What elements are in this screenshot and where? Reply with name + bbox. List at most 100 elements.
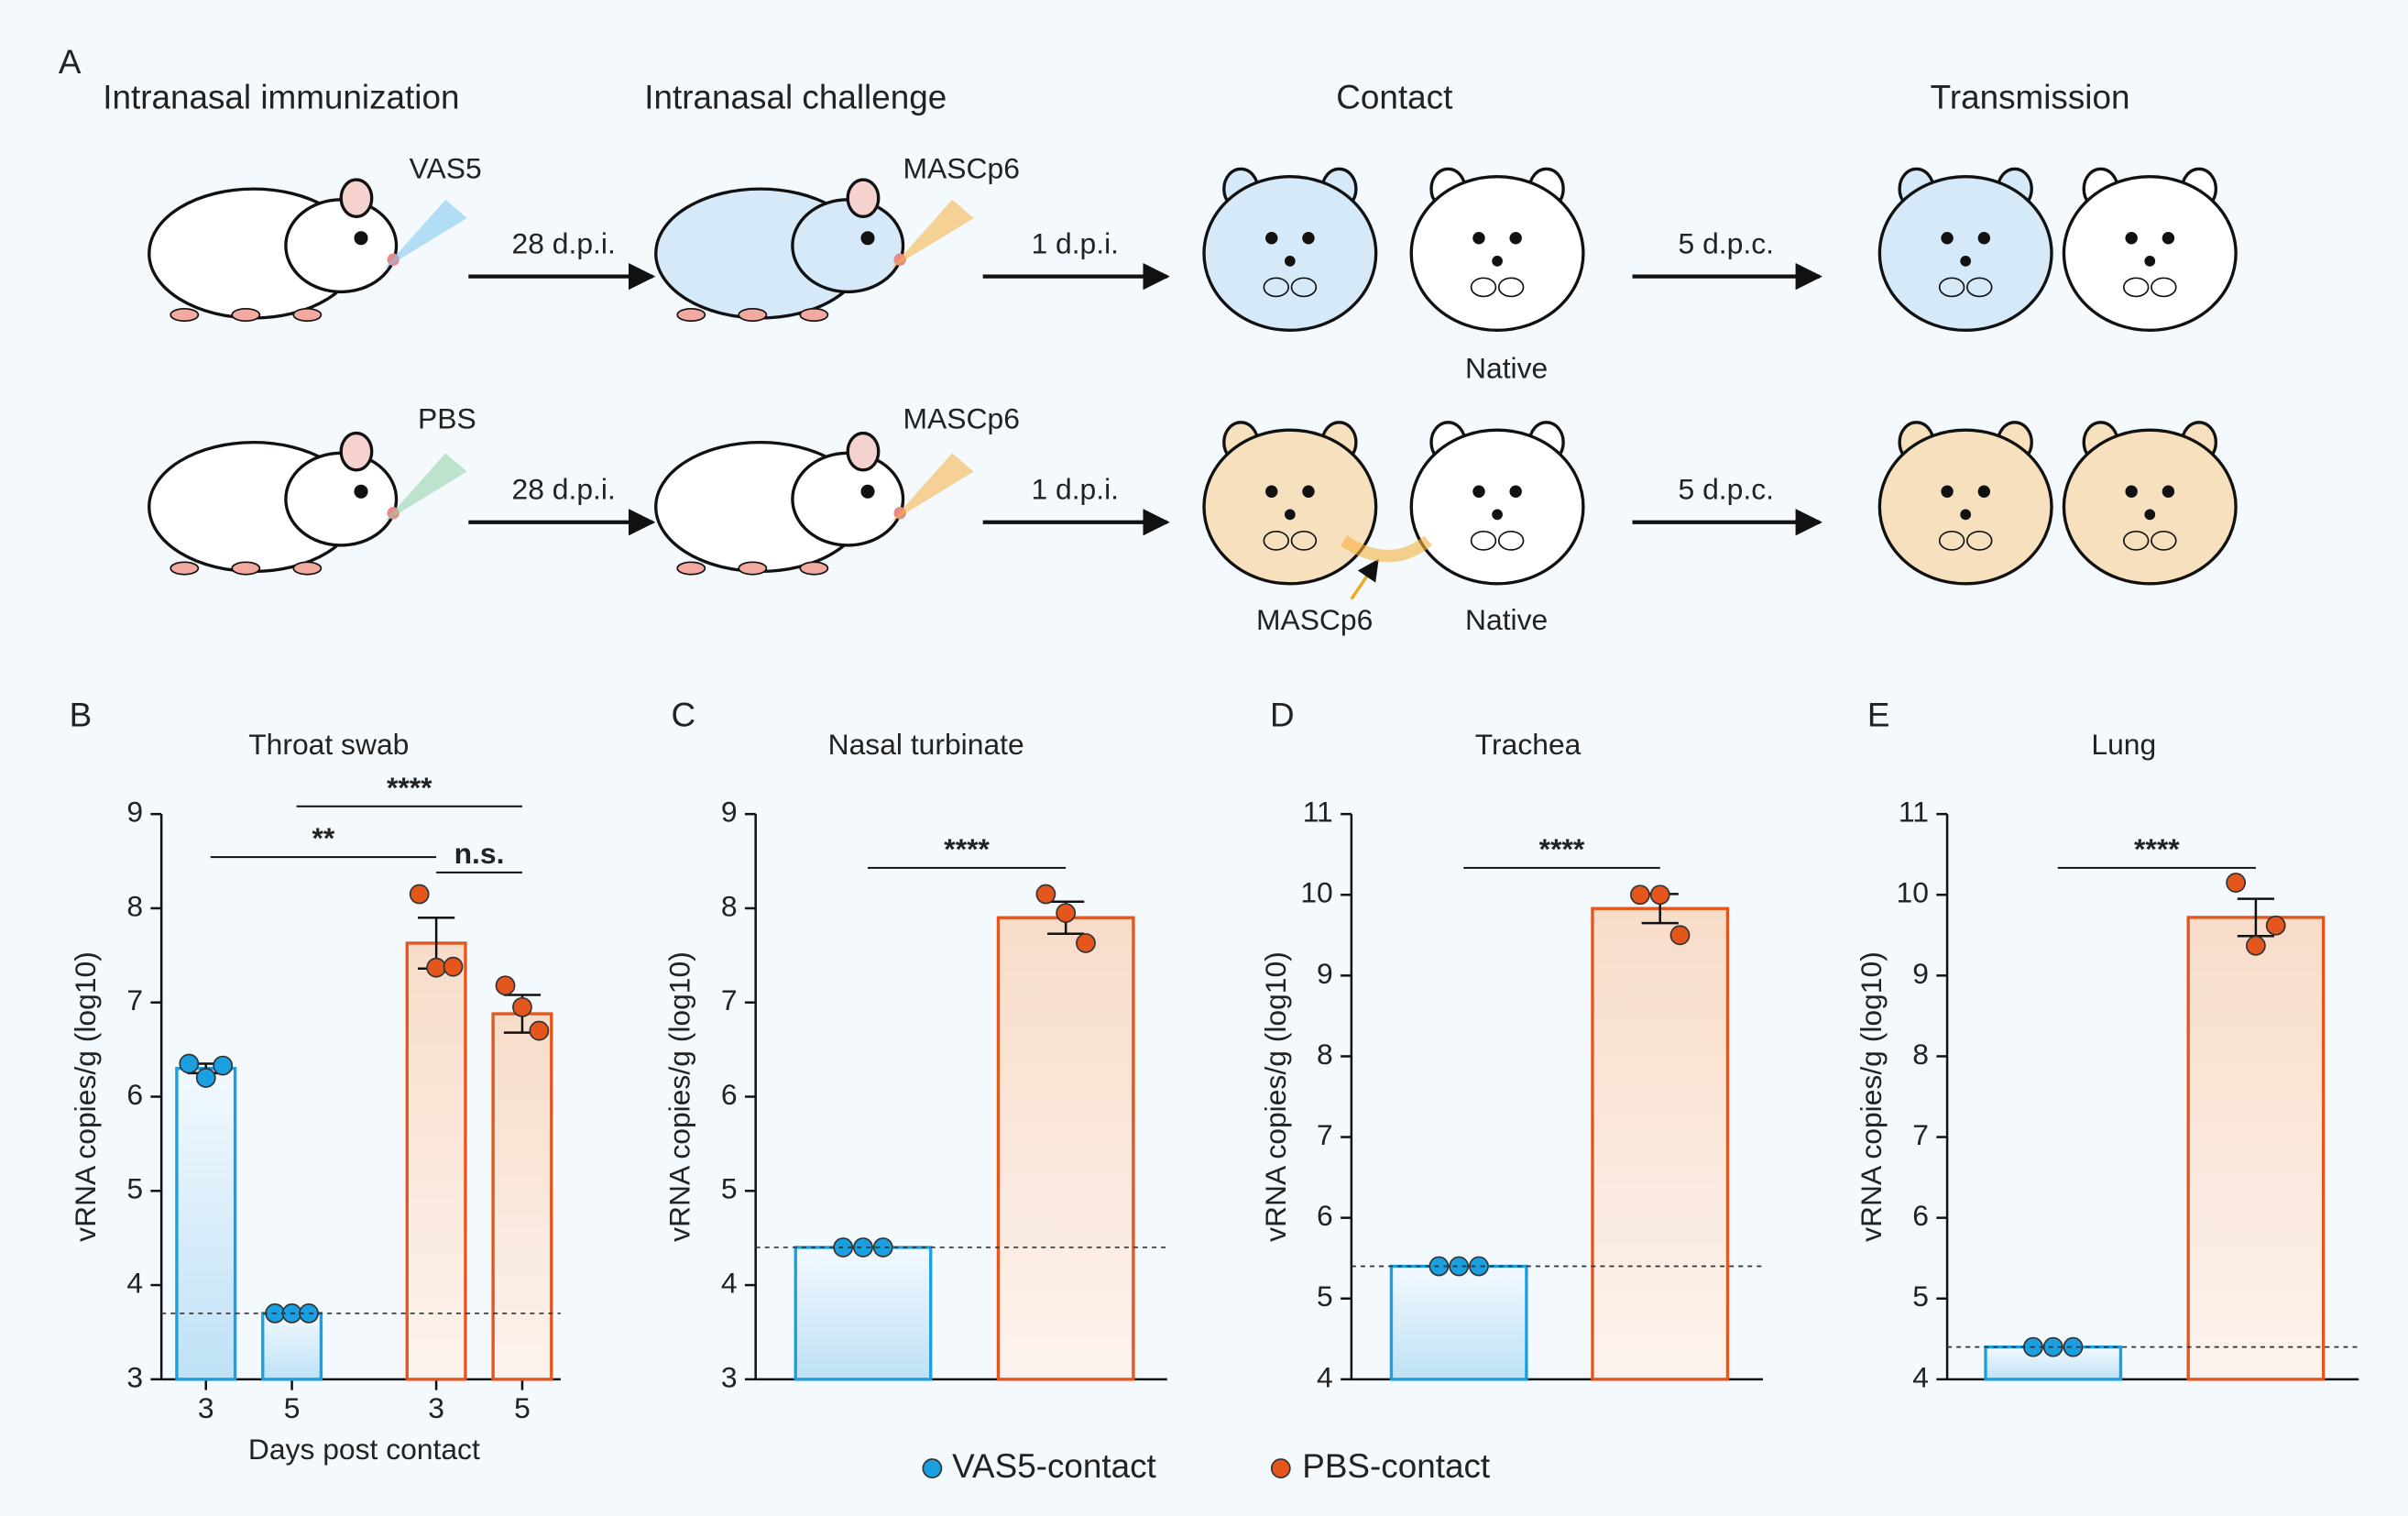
hamster-nose [1960,256,1972,267]
hamster-paw [1966,277,1993,298]
y-tick-label: 6 [1912,1199,1929,1232]
dose-label: PBS [418,402,476,435]
y-tick-label: 7 [126,983,143,1016]
hamster-eye [2162,232,2175,245]
panel-label: B [70,696,93,733]
bar [2186,916,2326,1381]
hamster-foot [170,561,200,576]
hamster-foot [170,307,200,323]
hamster-nose [1284,256,1296,267]
hamster [148,431,400,576]
hamster-body [2062,428,2238,586]
data-point [195,1068,216,1088]
hamster-head [791,198,905,294]
hamster-eye [1977,485,1991,498]
hamster-eye [1509,232,1522,245]
hamster-eye [2162,485,2175,498]
hamster-ear [846,431,881,472]
hamster-eye [2125,232,2138,245]
arrow-label: 5 d.p.c. [1679,473,1774,506]
y-tick-label: 5 [1317,1280,1333,1313]
data-point [2226,873,2247,893]
legend-marker [922,1458,943,1478]
y-tick-label: 8 [1912,1038,1929,1071]
hamster-ear [339,178,374,218]
y-tick-label: 5 [1912,1280,1929,1313]
y-tick-label: 10 [1897,876,1929,909]
spray [384,453,467,522]
hamster-ear [846,178,881,218]
data-point [1469,1256,1489,1277]
y-tick-label: 8 [1317,1038,1333,1071]
hamster-eye [860,231,875,246]
stage-title: Intranasal challenge [644,79,947,116]
data-point [1669,925,1691,946]
significance-label: **** [944,832,990,865]
data-point [1649,884,1670,906]
stage-title: Contact [1336,79,1452,116]
x-axis-label: Days post contact [248,1433,480,1466]
virus-label: MASCp6 [1256,603,1373,636]
legend-label: VAS5-contact [952,1447,1156,1485]
y-tick-label: 11 [1899,796,1929,829]
hamster-paw [2151,530,2177,551]
hamster-paw [2151,277,2177,298]
data-point [213,1055,234,1076]
x-tick-label: 5 [514,1391,531,1424]
hamster-foot [292,561,323,576]
hamster-body [1409,428,1585,586]
hamster-body [1202,175,1378,332]
hamster-foot [292,307,323,323]
virus-label: MASCp6 [903,151,1020,184]
arrow-label: 5 d.p.c. [1679,227,1774,260]
y-tick-label: 6 [1317,1199,1333,1232]
hamster [1409,167,1585,332]
hamster-nose [1492,509,1503,521]
hamster-eye [1265,485,1278,498]
data-point [409,884,430,905]
y-tick-label: 8 [721,889,738,922]
y-tick-label: 6 [126,1078,143,1111]
hamster-paw [1263,277,1290,298]
hamster-eye [1472,232,1485,245]
y-tick-label: 5 [126,1172,143,1205]
data-point [1449,1256,1470,1277]
arrow-label: 1 d.p.i. [1031,227,1119,260]
hamster-foot [231,307,261,323]
spray [384,199,467,269]
data-point [529,1020,550,1041]
chart-title: Trachea [1475,728,1582,761]
hamster-nose [2144,256,2156,267]
hamster-foot [676,561,706,576]
hamster-eye [1509,485,1522,498]
native-label: Native [1465,351,1548,384]
bar [1389,1264,1528,1381]
y-tick-label: 7 [1317,1118,1333,1151]
hamster-eye [354,231,368,246]
y-tick-label: 5 [721,1172,738,1205]
data-point [1035,884,1056,905]
legend-label: PBS-contact [1302,1447,1490,1485]
spray [1340,535,1432,563]
hamster-paw [1497,277,1525,298]
significance-label: **** [1539,832,1585,865]
y-tick-label: 9 [1912,957,1929,990]
hamster-eye [354,484,368,499]
y-axis-label: vRNA copies/g (log10) [69,951,102,1242]
y-tick-label: 3 [721,1360,738,1393]
y-tick-label: 10 [1300,876,1332,909]
dose-label: VAS5 [410,151,482,184]
hamster-ear [339,431,374,472]
significance-label: ** [312,821,335,854]
stage-title: Intranasal immunization [103,79,459,116]
y-tick-label: 6 [721,1078,738,1111]
hamster [2062,167,2238,332]
hamster-head [791,451,905,547]
hamster-nose [1960,509,1972,521]
data-point [1076,933,1096,953]
stage-title: Transmission [1931,79,2130,116]
panel-label: A [59,43,82,81]
hamster-body [1409,175,1585,332]
hamster [654,178,906,323]
